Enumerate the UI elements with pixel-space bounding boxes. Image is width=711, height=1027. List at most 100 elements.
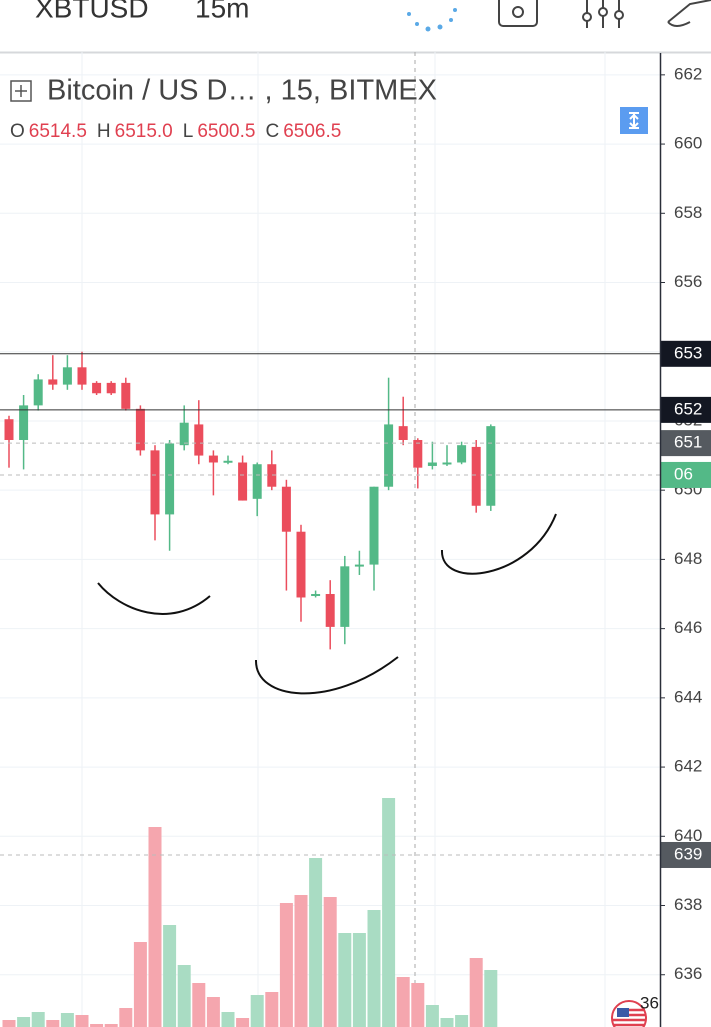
price-label-bg	[661, 396, 711, 423]
volume-bar	[75, 1015, 89, 1027]
y-tick-label: 640	[674, 826, 702, 845]
volume-bar	[206, 997, 220, 1027]
candle-body	[92, 382, 102, 394]
y-tick-label: 636	[674, 964, 702, 983]
candle-body	[62, 367, 72, 385]
candle-body	[296, 531, 306, 598]
toolbar	[0, 0, 711, 52]
candle-body	[106, 382, 116, 394]
volume-bar	[163, 925, 177, 1027]
badge-count: 36	[640, 993, 659, 1012]
candle-body	[311, 594, 321, 597]
camera-icon[interactable]	[498, 0, 538, 27]
candle-body	[165, 443, 175, 515]
plot-area: 6626606586566546526506486466446426406386…	[0, 52, 711, 1027]
ohlc-value: 6506.5	[283, 121, 341, 142]
price-label-bg	[661, 461, 711, 488]
ohlc-legend: O 6514.5 H 6515.0 L 6500.5 C 6506.5	[10, 121, 341, 142]
volume-bar	[469, 958, 483, 1027]
volume-bar	[338, 933, 352, 1027]
volume-bar	[279, 903, 293, 1027]
y-tick-label: 660	[674, 134, 702, 153]
ohlc-key: C	[265, 121, 279, 142]
candle-body	[150, 450, 160, 515]
price-label: 639	[674, 844, 702, 863]
y-tick-label: 656	[674, 272, 702, 291]
volume-bar	[309, 858, 323, 1027]
volume-bar	[352, 933, 366, 1027]
settings-icon[interactable]	[582, 0, 624, 28]
candle-body	[384, 424, 394, 487]
volume-bar	[455, 1015, 469, 1027]
candle-body	[33, 379, 43, 406]
loading-spinner	[407, 8, 457, 32]
volume-bar	[250, 995, 264, 1027]
ohlc-value: 6514.5	[29, 121, 87, 142]
y-tick-label: 646	[674, 618, 702, 637]
flag-icon[interactable]	[611, 1000, 647, 1027]
ohlc-key: H	[97, 121, 111, 142]
price-label-bg	[661, 340, 711, 367]
volume-bar	[31, 1012, 45, 1027]
candle-body	[442, 462, 452, 465]
volume-bar	[104, 1024, 118, 1027]
candle-body	[413, 439, 423, 468]
candle-body	[398, 426, 408, 440]
price-label: 06	[674, 464, 693, 483]
price-label: 652	[674, 399, 702, 418]
candle-body	[19, 405, 29, 440]
symbol[interactable]: XBTUSD	[35, 0, 149, 23]
price-label: 653	[674, 343, 702, 362]
scroll-button[interactable]	[620, 107, 648, 134]
candle-body	[238, 462, 248, 501]
candle-body	[340, 566, 350, 627]
volume-bar	[396, 977, 410, 1027]
volume-bar	[425, 1005, 439, 1027]
candle-body	[369, 486, 379, 565]
price-label: 651	[674, 433, 702, 452]
candle-body	[194, 424, 204, 456]
y-tick-label: 644	[674, 687, 702, 706]
candle-body	[354, 564, 364, 567]
candle-body	[223, 460, 233, 463]
candle-body	[135, 408, 145, 451]
legend-toggle[interactable]	[10, 80, 32, 102]
draw-icon[interactable]	[667, 0, 711, 27]
ohlc-key: L	[183, 121, 194, 142]
candle-body	[325, 594, 335, 627]
candle-body	[48, 379, 58, 385]
y-tick-label: 648	[674, 549, 702, 568]
drawn-curve	[254, 656, 399, 695]
ohlc-value: 6515.0	[115, 121, 173, 142]
candle-body	[281, 486, 291, 532]
price-label-bg	[661, 430, 711, 457]
volume-bar	[2, 1020, 16, 1027]
candle-body	[471, 446, 481, 506]
price-label-bg	[661, 841, 711, 868]
y-tick-label: 662	[674, 64, 702, 83]
volume-bar	[119, 1008, 133, 1027]
volume-bar	[236, 1018, 250, 1027]
candle-body	[457, 445, 467, 463]
volume-bar	[133, 942, 147, 1027]
candle-body	[179, 422, 189, 446]
ohlc-value: 6500.5	[197, 121, 255, 142]
volume-bar	[265, 992, 279, 1027]
legend-title: Bitcoin / US D… , 15, BITMEX	[47, 75, 437, 107]
volume-bar	[46, 1020, 60, 1027]
volume-bar	[411, 983, 425, 1027]
volume-bar	[294, 895, 308, 1027]
candle-body	[77, 367, 87, 385]
candle-body	[4, 419, 14, 440]
volume-bar	[148, 827, 162, 1027]
volume-bar	[440, 1018, 454, 1027]
y-tick-label: 638	[674, 895, 702, 914]
volume-bar	[17, 1017, 31, 1027]
interval[interactable]: 15m	[195, 0, 249, 23]
y-tick-label: 642	[674, 757, 702, 776]
candle-body	[252, 464, 262, 499]
volume-bar	[177, 965, 191, 1027]
volume-bar	[323, 897, 337, 1027]
candle-body	[121, 382, 131, 409]
